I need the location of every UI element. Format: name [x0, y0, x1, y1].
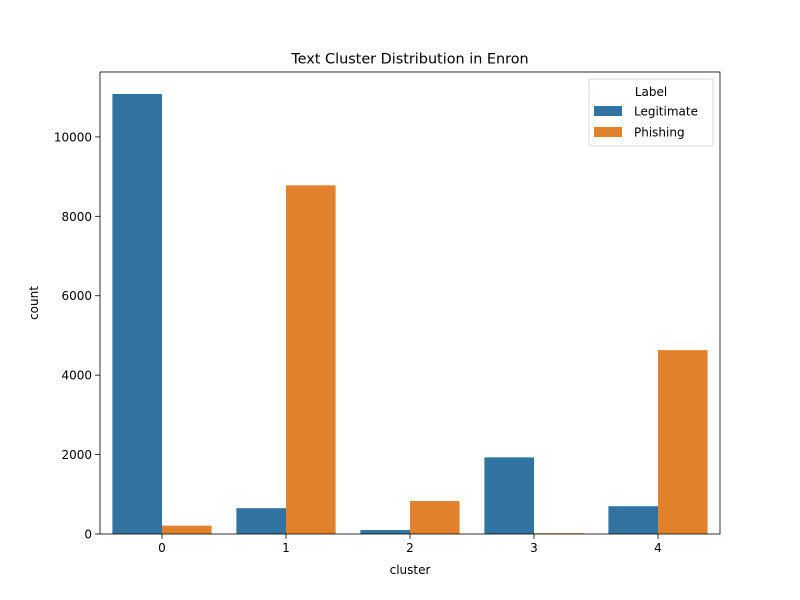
- x-tick-label: 0: [158, 541, 166, 555]
- bar-legitimate-cluster-3: [484, 457, 534, 534]
- bars-layer: [112, 94, 708, 534]
- y-tick-label: 10000: [54, 130, 92, 144]
- bar-phishing-cluster-4: [658, 350, 708, 534]
- y-tick-label: 4000: [61, 369, 92, 383]
- x-tick-label: 3: [530, 541, 538, 555]
- y-tick-label: 6000: [61, 289, 92, 303]
- y-axis: 0 2000 4000 6000 8000 10000: [54, 130, 100, 542]
- bar-legitimate-cluster-4: [608, 506, 658, 534]
- legend-swatch-phishing: [594, 127, 622, 137]
- legend-label-legitimate: Legitimate: [634, 105, 698, 119]
- bar-legitimate-cluster-2: [360, 530, 410, 534]
- x-tick-label: 2: [406, 541, 414, 555]
- y-tick-label: 8000: [61, 210, 92, 224]
- chart-title: Text Cluster Distribution in Enron: [290, 52, 528, 68]
- x-axis: 0 1 2 3 4: [158, 534, 662, 555]
- bar-phishing-cluster-0: [162, 525, 212, 534]
- bar-legitimate-cluster-1: [236, 508, 286, 534]
- legend-swatch-legitimate: [594, 106, 622, 116]
- bar-phishing-cluster-2: [410, 501, 460, 534]
- legend-items: Legitimate Phishing: [594, 105, 698, 140]
- y-tick-label: 2000: [61, 448, 92, 462]
- bar-legitimate-cluster-0: [112, 94, 162, 534]
- legend: Label Legitimate Phishing: [588, 78, 714, 147]
- x-axis-label: cluster: [390, 563, 431, 577]
- x-tick-label: 1: [282, 541, 290, 555]
- legend-title: Label: [635, 85, 667, 99]
- bar-phishing-cluster-1: [286, 185, 336, 534]
- legend-label-phishing: Phishing: [634, 126, 685, 140]
- x-tick-label: 4: [654, 541, 662, 555]
- y-tick-label: 0: [84, 528, 92, 542]
- y-axis-label: count: [27, 286, 41, 320]
